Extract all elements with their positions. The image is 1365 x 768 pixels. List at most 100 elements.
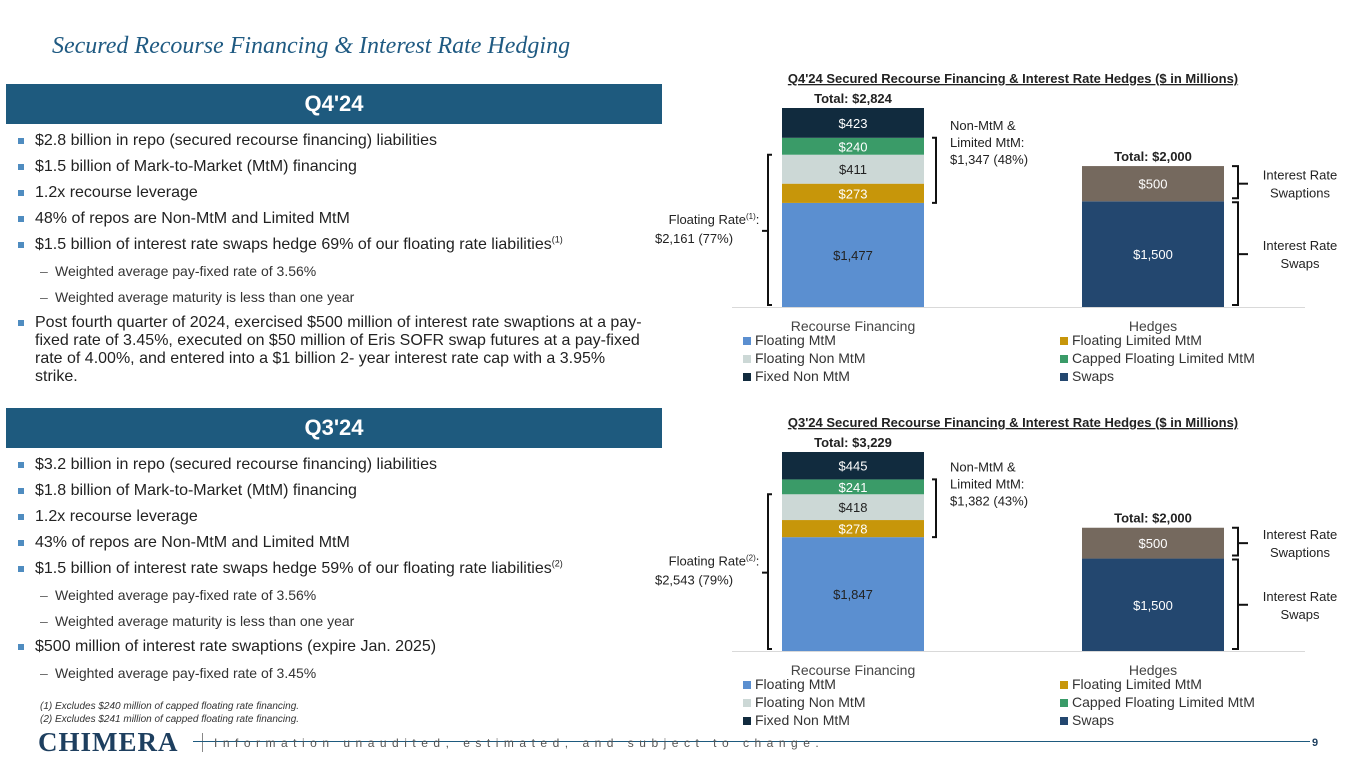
legend-label: Floating Limited MtM — [1072, 676, 1202, 692]
x-tick-label: Recourse Financing — [791, 662, 916, 678]
q4-banner: Q4'24 — [6, 84, 662, 124]
footnote-2: (2) Excludes $241 million of capped floa… — [40, 714, 300, 725]
floating-rate-footnote: (1) — [746, 212, 756, 221]
sub-bullet: Weighted average pay-fixed rate of 3.56% — [18, 262, 643, 280]
bar-segment-floating-non-mtm — [782, 154, 924, 184]
nonmtm-label-line: $1,347 (48%) — [950, 152, 1028, 167]
x-tick-label: Hedges — [1129, 318, 1177, 334]
bar-value-label: $1,500 — [1133, 598, 1173, 613]
legend-swatch — [743, 717, 751, 725]
swaps-label-line: Interest Rate — [1263, 589, 1337, 604]
chart-title: Q4'24 Secured Recourse Financing & Inter… — [788, 71, 1238, 86]
legend-swatch — [743, 337, 751, 345]
bar-segment-capped-floating-limited-mtm — [782, 479, 924, 495]
bar-segment-swaps — [1082, 201, 1224, 307]
bar-value-label: $241 — [839, 480, 868, 495]
swaps-label-line: Swaps — [1280, 256, 1320, 271]
bullet-item: 48% of repos are Non-MtM and Limited MtM — [18, 210, 643, 228]
swaps-label-line: Interest Rate — [1263, 238, 1337, 253]
legend-label: Fixed Non MtM — [755, 368, 850, 384]
floating-rate-text: Floating Rate — [669, 554, 746, 569]
bar-segment-fixed-non-mtm — [782, 108, 924, 138]
legend-label: Capped Floating Limited MtM — [1072, 350, 1255, 366]
bullet-text: 1.2x recourse leverage — [35, 508, 198, 525]
bar-value-label: $273 — [839, 186, 868, 201]
q3-banner: Q3'24 — [6, 408, 662, 448]
bullet-text: $3.2 billion in repo (secured recourse f… — [35, 456, 437, 473]
swaptions-label-line: Interest Rate — [1263, 168, 1337, 183]
bar-total-label: Total: $2,000 — [1114, 149, 1192, 164]
footnote-1: (1) Excludes $240 million of capped floa… — [40, 701, 300, 712]
swaptions-bracket — [1232, 526, 1239, 557]
swaptions-label-line: Interest Rate — [1263, 527, 1337, 542]
floating-rate-footnote: (2) — [746, 554, 756, 563]
bullet-item: $1.5 billion of interest rate swaps hedg… — [18, 235, 643, 254]
q4-bullet-list: $2.8 billion in repo (secured recourse f… — [18, 132, 643, 394]
bar-segment-swaptions — [1082, 166, 1224, 202]
legend-label: Floating Non MtM — [755, 694, 865, 710]
bar-segment-floating-mtm — [782, 537, 924, 651]
legend-label: Swaps — [1072, 712, 1114, 728]
bullet-text: Weighted average pay-fixed rate of 3.45% — [55, 665, 317, 681]
bar-segment-floating-limited-mtm — [782, 183, 924, 203]
legend-label: Fixed Non MtM — [755, 712, 850, 728]
bar-value-label: $418 — [839, 500, 868, 515]
legend-swatch — [743, 699, 751, 707]
legend-label: Floating Non MtM — [755, 350, 865, 366]
x-tick-label: Hedges — [1129, 662, 1177, 678]
sub-bullet: Weighted average maturity is less than o… — [18, 288, 643, 306]
bar-value-label: $278 — [839, 522, 868, 537]
bullet-item: $500 million of interest rate swaptions … — [18, 638, 643, 656]
bullet-text: Weighted average pay-fixed rate of 3.56% — [55, 587, 317, 603]
swaps-bracket — [1232, 201, 1239, 306]
footnotes: (1) Excludes $240 million of capped floa… — [40, 700, 299, 726]
floating-rate-bracket — [767, 493, 772, 650]
nonmtm-label-line: Non-MtM & — [950, 118, 1016, 133]
bar-segment-fixed-non-mtm — [782, 452, 924, 480]
legend-swatch — [743, 681, 751, 689]
nonmtm-bracket — [932, 136, 937, 204]
bullet-item: Post fourth quarter of 2024, exercised $… — [18, 314, 643, 386]
bar-value-label: $1,477 — [833, 248, 873, 263]
sub-bullet: Weighted average maturity is less than o… — [18, 612, 643, 630]
bar-value-label: $423 — [839, 116, 868, 131]
bar-value-label: $411 — [839, 162, 867, 177]
bullet-item: $1.5 billion of interest rate swaps hedg… — [18, 558, 643, 578]
bullet-text: $1.5 billion of Mark-to-Market (MtM) fin… — [35, 158, 357, 175]
q3-stacked-bar-chart: Q3'24 Secured Recourse Financing & Inter… — [655, 415, 1337, 728]
nonmtm-bracket — [932, 478, 937, 539]
legend-label: Capped Floating Limited MtM — [1072, 694, 1255, 710]
bullet-item: $3.2 billion in repo (secured recourse f… — [18, 456, 643, 474]
footnote-ref: (2) — [551, 558, 563, 569]
swaps-bracket — [1232, 558, 1239, 650]
legend-swatch — [743, 355, 751, 363]
swaptions-label-line: Swaptions — [1270, 186, 1330, 201]
nonmtm-label-line: Non-MtM & — [950, 459, 1016, 474]
floating-rate-bracket — [767, 153, 772, 306]
bar-value-label: $240 — [839, 139, 868, 154]
sub-bullet: Weighted average pay-fixed rate of 3.45% — [18, 664, 643, 682]
bar-segment-swaps — [1082, 558, 1224, 651]
floating-rate-colon: : — [756, 554, 760, 569]
sub-bullet: Weighted average pay-fixed rate of 3.56% — [18, 586, 643, 604]
nonmtm-label-line: Limited MtM: — [950, 476, 1024, 491]
nonmtm-label-line: Limited MtM: — [950, 135, 1024, 150]
bullet-text: Weighted average pay-fixed rate of 3.56% — [55, 263, 317, 279]
legend-swatch — [1060, 373, 1068, 381]
bullet-text: 48% of repos are Non-MtM and Limited MtM — [35, 210, 350, 227]
bar-value-label: $445 — [839, 459, 868, 474]
bullet-item: 1.2x recourse leverage — [18, 184, 643, 202]
floating-rate-label: Floating Rate(2): — [669, 554, 760, 569]
bullet-text: 43% of repos are Non-MtM and Limited MtM — [35, 534, 350, 551]
legend-swatch — [1060, 717, 1068, 725]
legend-label: Floating MtM — [755, 676, 836, 692]
nonmtm-label-line: $1,382 (43%) — [950, 493, 1028, 508]
bullet-text: Post fourth quarter of 2024, exercised $… — [35, 314, 642, 385]
bar-segment-capped-floating-limited-mtm — [782, 137, 924, 155]
bullet-text: Weighted average maturity is less than o… — [55, 613, 355, 629]
q4-stacked-bar-chart: Q4'24 Secured Recourse Financing & Inter… — [655, 71, 1337, 384]
floating-rate-value: $2,161 (77%) — [655, 231, 733, 246]
bar-value-label: $500 — [1139, 536, 1168, 551]
bullet-item: $2.8 billion in repo (secured recourse f… — [18, 132, 643, 150]
bar-total-label: Total: $2,000 — [1114, 511, 1192, 526]
